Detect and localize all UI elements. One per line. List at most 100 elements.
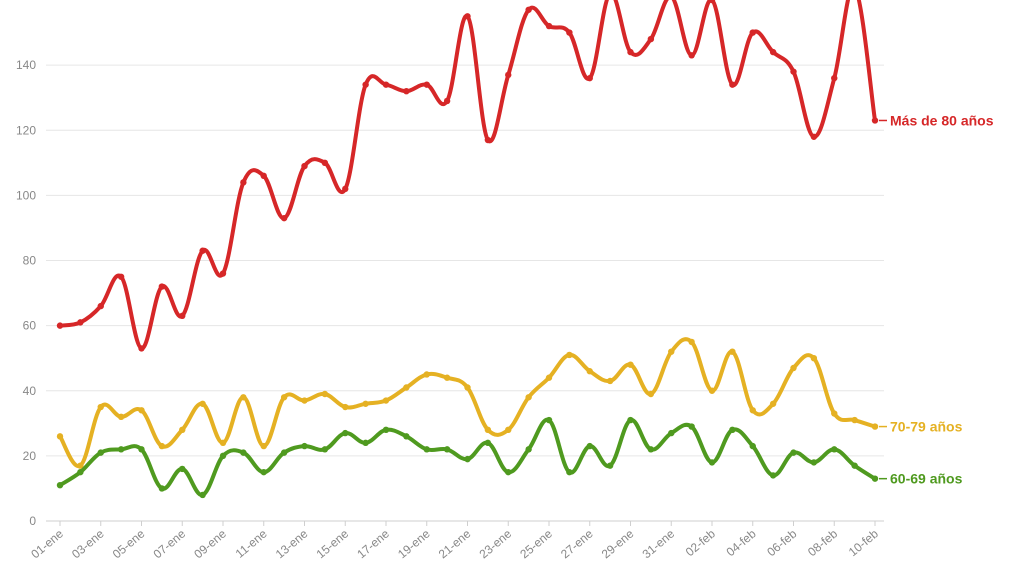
data-point-70-79-a-os	[56, 433, 64, 440]
x-tick-label: 11-ene	[233, 526, 270, 560]
y-tick-label: 20	[23, 449, 37, 463]
data-point-60-69-a-os	[179, 465, 186, 473]
series-line-m-s-de-80-a-os	[58, 0, 877, 351]
data-point-70-79-a-os	[729, 348, 736, 355]
data-point-70-79-a-os	[423, 371, 430, 378]
data-point-70-79-a-os	[688, 338, 695, 346]
data-point-60-69-a-os	[464, 455, 471, 463]
data-point-60-69-a-os	[790, 449, 797, 456]
data-point-60-69-a-os	[851, 462, 858, 469]
x-tick-label: 02-feb	[683, 526, 718, 559]
data-point-m-s-de-80-a-os	[545, 22, 553, 30]
data-point-70-79-a-os	[831, 410, 838, 417]
data-point-m-s-de-80-a-os	[117, 273, 125, 280]
y-tick-label: 120	[16, 123, 36, 137]
data-point-70-79-a-os	[240, 394, 247, 401]
data-point-60-69-a-os	[505, 468, 512, 476]
x-tick-label: 07-ene	[151, 526, 189, 561]
data-point-m-s-de-80-a-os	[260, 172, 267, 180]
data-point-m-s-de-80-a-os	[240, 179, 247, 186]
data-point-70-79-a-os	[464, 384, 471, 391]
data-point-60-69-a-os	[688, 423, 695, 430]
data-point-m-s-de-80-a-os	[77, 319, 84, 326]
x-tick-label: 19-ene	[395, 526, 433, 561]
data-point-70-79-a-os	[97, 403, 104, 411]
data-point-60-69-a-os	[362, 439, 369, 447]
data-point-m-s-de-80-a-os	[301, 162, 308, 170]
data-point-70-79-a-os	[260, 442, 267, 450]
data-point-70-79-a-os	[545, 374, 553, 381]
data-point-60-69-a-os	[301, 442, 308, 450]
data-point-70-79-a-os	[301, 397, 308, 404]
y-tick-label: 100	[16, 188, 36, 202]
x-tick-label: 01-ene	[28, 526, 66, 561]
data-point-70-79-a-os	[851, 416, 858, 424]
data-point-60-69-a-os	[586, 442, 593, 450]
data-point-70-79-a-os	[219, 439, 227, 447]
x-tick-label: 27-ene	[558, 526, 596, 561]
x-tick-label: 15-ene	[314, 526, 352, 561]
x-tick-label: 08-feb	[805, 526, 840, 559]
data-point-m-s-de-80-a-os	[321, 159, 329, 167]
data-point-m-s-de-80-a-os	[342, 185, 349, 193]
data-point-70-79-a-os	[505, 426, 512, 434]
data-point-60-69-a-os	[729, 426, 736, 434]
data-point-m-s-de-80-a-os	[423, 81, 430, 88]
x-tick-label: 10-feb	[846, 526, 881, 559]
data-point-m-s-de-80-a-os	[219, 270, 227, 277]
data-point-70-79-a-os	[790, 364, 797, 372]
data-point-m-s-de-80-a-os	[729, 81, 736, 88]
data-point-70-79-a-os	[566, 351, 573, 359]
data-point-60-69-a-os	[158, 485, 166, 492]
data-point-60-69-a-os	[117, 446, 125, 453]
data-point-70-79-a-os	[342, 403, 349, 411]
data-point-70-79-a-os	[668, 348, 675, 355]
data-point-60-69-a-os	[382, 426, 390, 434]
data-point-m-s-de-80-a-os	[443, 97, 451, 105]
y-tick-label: 40	[23, 384, 37, 398]
data-point-60-69-a-os	[545, 416, 553, 424]
data-point-60-69-a-os	[749, 442, 756, 450]
data-point-60-69-a-os	[627, 416, 634, 424]
data-point-60-69-a-os	[810, 459, 818, 466]
data-point-m-s-de-80-a-os	[403, 87, 410, 95]
data-point-70-79-a-os	[606, 377, 614, 385]
data-point-m-s-de-80-a-os	[158, 283, 166, 290]
data-point-70-79-a-os	[810, 354, 818, 362]
y-tick-label: 60	[23, 319, 37, 333]
data-point-70-79-a-os	[871, 423, 879, 430]
x-tick-label: 25-ene	[517, 526, 555, 561]
x-tick-label: 13-ene	[273, 526, 311, 561]
series-label-70-79-a-os: 70-79 años	[890, 419, 963, 435]
data-point-60-69-a-os	[280, 449, 288, 456]
data-point-m-s-de-80-a-os	[790, 68, 797, 75]
data-point-m-s-de-80-a-os	[871, 117, 879, 124]
data-point-m-s-de-80-a-os	[484, 136, 492, 144]
gridlines	[46, 64, 884, 522]
data-point-m-s-de-80-a-os	[749, 29, 756, 36]
data-point-70-79-a-os	[77, 462, 84, 469]
data-point-m-s-de-80-a-os	[464, 13, 471, 20]
data-point-m-s-de-80-a-os	[138, 345, 145, 352]
data-point-70-79-a-os	[403, 384, 410, 391]
data-point-60-69-a-os	[97, 449, 104, 456]
data-point-m-s-de-80-a-os	[769, 48, 777, 56]
series-label-m-s-de-80-a-os: Más de 80 años	[890, 112, 994, 128]
data-point-70-79-a-os	[179, 426, 186, 434]
data-point-70-79-a-os	[158, 442, 166, 450]
data-point-m-s-de-80-a-os	[382, 81, 390, 88]
data-point-60-69-a-os	[423, 446, 430, 453]
y-axis-ticks: 0 20 40 60 80 100 120 140	[16, 58, 36, 528]
data-point-m-s-de-80-a-os	[708, 0, 716, 4]
x-tick-label: 03-ene	[69, 526, 107, 561]
data-point-70-79-a-os	[769, 400, 777, 407]
data-point-60-69-a-os	[260, 468, 267, 476]
data-point-60-69-a-os	[56, 481, 64, 489]
data-point-60-69-a-os	[138, 446, 145, 453]
series-labels: Más de 80 años 70-79 años 60-69 años	[879, 112, 994, 487]
x-tick-label: 29-ene	[599, 526, 637, 561]
data-point-70-79-a-os	[647, 390, 655, 398]
data-point-60-69-a-os	[831, 446, 838, 453]
